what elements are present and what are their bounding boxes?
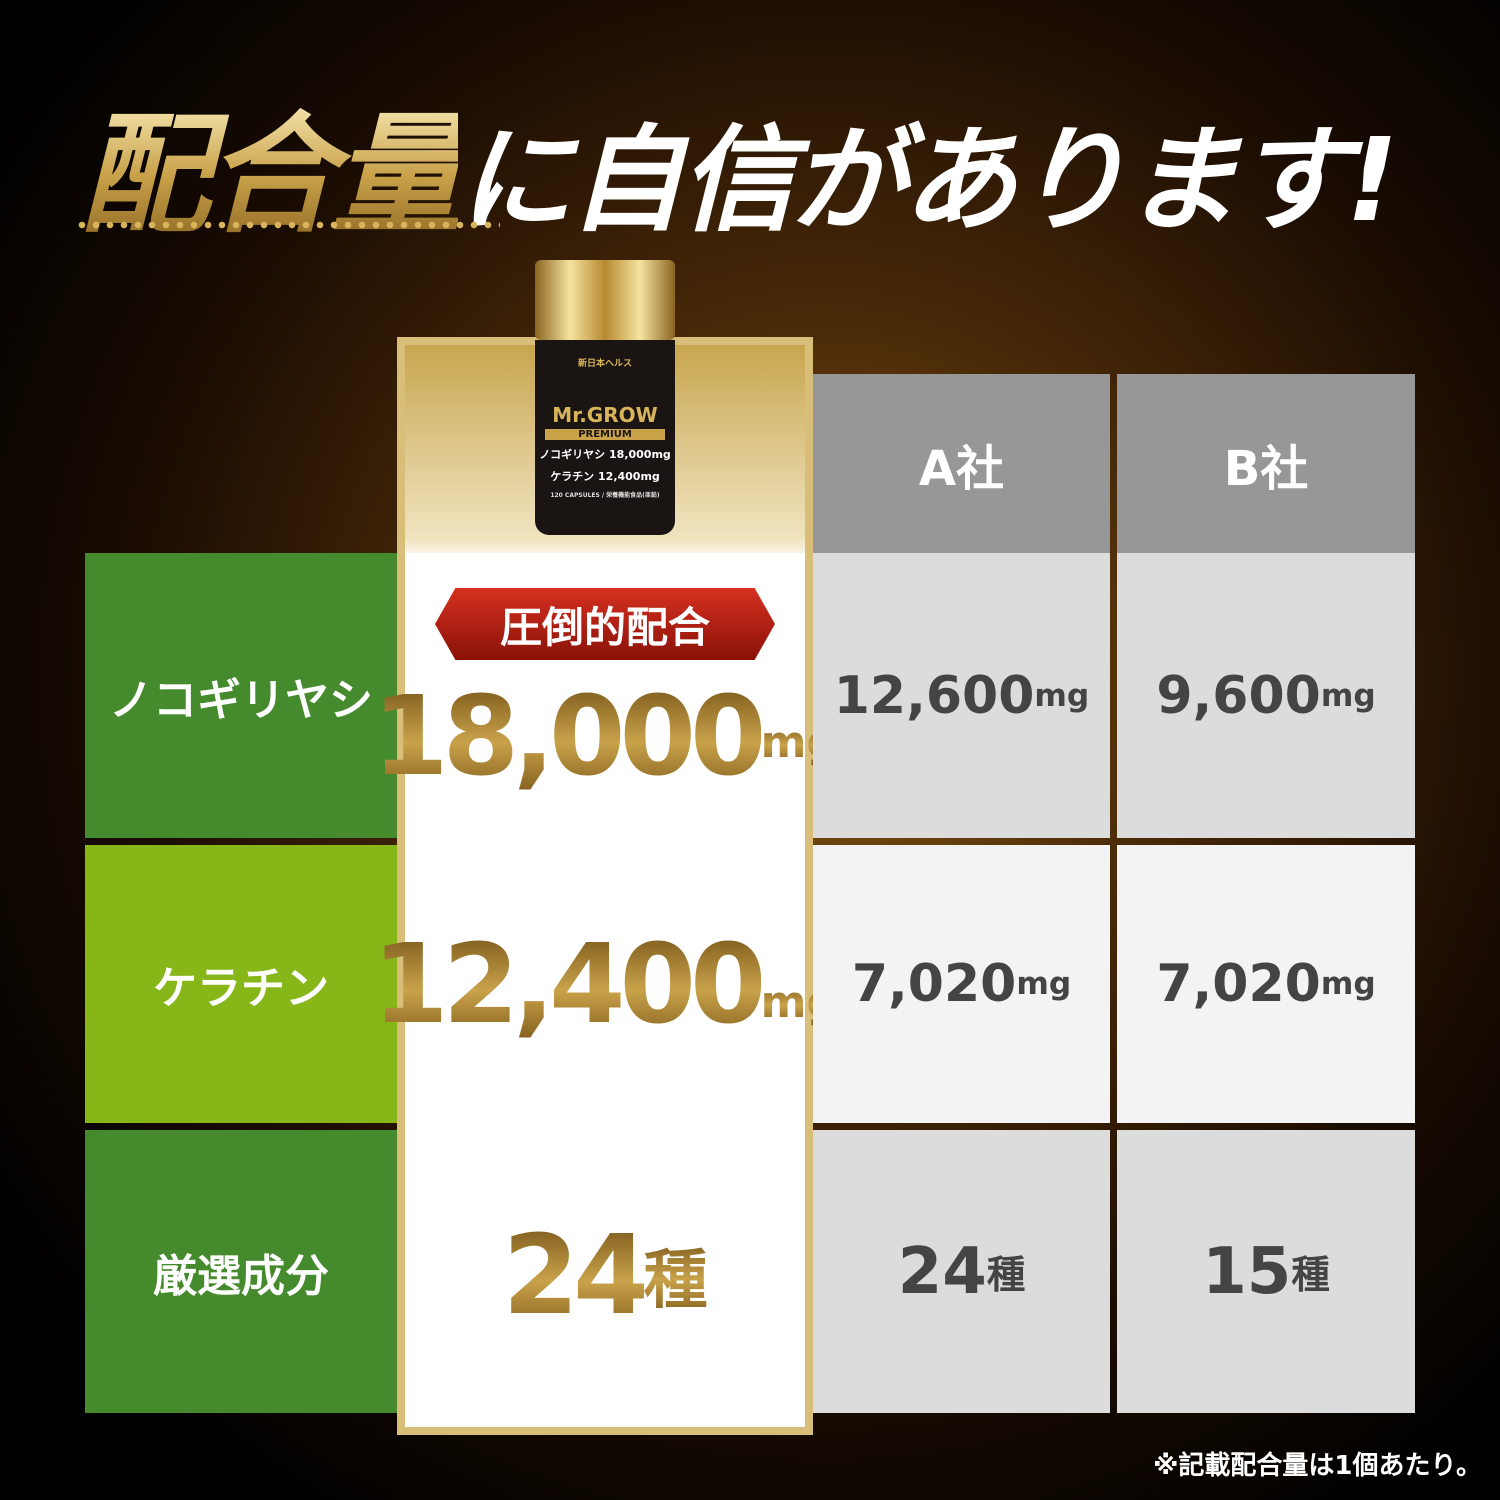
company-b-value: 7,020 mg — [1117, 845, 1415, 1123]
headline: 配合量に自信があります! — [80, 99, 1398, 251]
overwhelming-badge: 圧倒的配合 — [435, 588, 775, 660]
product-maker: 新日本ヘルス — [577, 359, 632, 369]
product-edition: PREMIUM — [545, 429, 665, 440]
row-label: 厳選成分 — [85, 1130, 397, 1413]
row-label: ケラチン — [85, 845, 397, 1123]
product-bottle-image: 新日本ヘルス Mr.GROW PREMIUM ノコギリヤシ 18,000mg ケ… — [535, 260, 675, 535]
dotted-underline — [75, 220, 500, 230]
product-footer: 120 CAPSULES / 栄養機能食品(亜鉛) — [550, 492, 660, 499]
bottle-cap — [535, 260, 675, 340]
our-value: 12,400 mg — [372, 845, 838, 1123]
footnote: ※記載配合量は1個あたり。 — [1153, 1451, 1482, 1481]
header-company-a: A社 — [813, 374, 1110, 553]
row-label: ノコギリヤシ — [85, 553, 397, 838]
our-value: 24 種 — [405, 1130, 805, 1420]
product-dose: ノコギリヤシ 18,000mg — [539, 448, 671, 461]
company-b-value: 15 種 — [1117, 1130, 1415, 1413]
header-company-b: B社 — [1117, 374, 1415, 553]
company-b-value: 9,600 mg — [1117, 553, 1415, 838]
bottle-label: 新日本ヘルス Mr.GROW PREMIUM ノコギリヤシ 18,000mg ケ… — [535, 340, 675, 535]
company-a-value: 12,600 mg — [813, 553, 1110, 838]
company-a-value: 7,020 mg — [813, 845, 1110, 1123]
company-a-value: 24 種 — [813, 1130, 1110, 1413]
product-dose: ケラチン 12,400mg — [550, 470, 660, 483]
product-brand: Mr.GROW — [552, 403, 658, 427]
